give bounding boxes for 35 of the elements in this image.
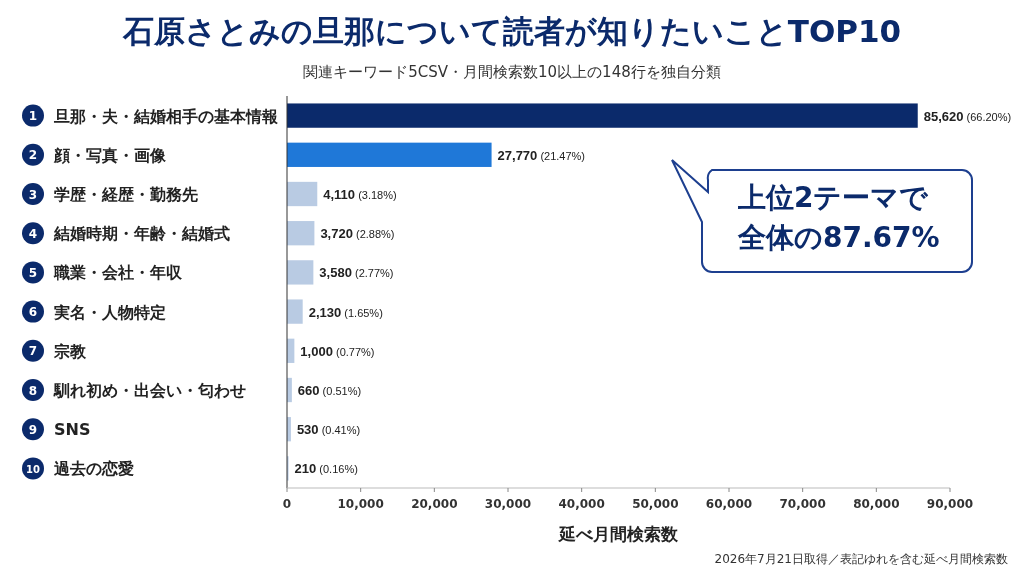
- category-label: 6 実名・人物特定: [22, 300, 166, 323]
- x-tick-label: 30,000: [484, 497, 532, 511]
- data-label: 210 (0.16%): [294, 461, 358, 477]
- x-tick-label: 90,000: [926, 497, 974, 511]
- x-tick-label: 40,000: [558, 497, 605, 511]
- text: 2026年7月21日取得／表記ゆれを含む延べ月間検索数: [714, 552, 1008, 566]
- category-label: 5 職業・会社・年収: [22, 261, 182, 284]
- category-label: 9 SNS: [22, 418, 91, 441]
- data-label: 85,620 (66.20%): [923, 108, 1012, 124]
- category-label: 2 顔・写真・画像: [22, 143, 166, 166]
- category-label: 4 結婚時期・年齢・結婚式: [22, 222, 230, 245]
- x-axis-title: 延べ月間検索数: [557, 524, 679, 544]
- data-label: 27,770 (21.47%): [497, 147, 586, 163]
- chart-subtitle: 関連キーワード5CSV・月間検索数10以上の148行を独自分類: [303, 63, 721, 81]
- x-tick-label: 80,000: [853, 497, 900, 511]
- data-label: 530 (0.41%): [296, 422, 361, 438]
- data-label: 660 (0.51%): [297, 383, 362, 398]
- annotation: 上位2テーマで全体の87.67%: [737, 180, 941, 256]
- x-tick-label: 10,000: [337, 497, 384, 511]
- chart-title: 石原さとみの旦那について読者が知りたいことTOP10: [121, 13, 902, 49]
- x-tick-label: 60,000: [705, 497, 753, 511]
- data-label: 4,110 (3.18%): [323, 187, 397, 202]
- data-label: 3,720 (2.88%): [320, 226, 395, 242]
- x-tick-label: 50,000: [632, 497, 679, 511]
- x-tick-label: 20,000: [411, 497, 458, 511]
- category-label: 7 宗教: [22, 339, 86, 362]
- x-tick-label: 0: [282, 497, 292, 511]
- x-tick-label: 70,000: [779, 497, 826, 511]
- category-label: 1 旦那・夫・結婚相手の基本情報: [22, 104, 278, 127]
- category-label: 8 馴れ初め・出会い・匂わせ: [22, 379, 246, 401]
- category-label: 10 過去の恋愛: [22, 457, 134, 480]
- data-label: 1,000 (0.77%): [300, 343, 375, 359]
- category-label: 3 学歴・経歴・勤務先: [22, 183, 198, 205]
- data-label: 3,580 (2.77%): [319, 265, 394, 281]
- data-label: 2,130 (1.65%): [308, 304, 383, 320]
